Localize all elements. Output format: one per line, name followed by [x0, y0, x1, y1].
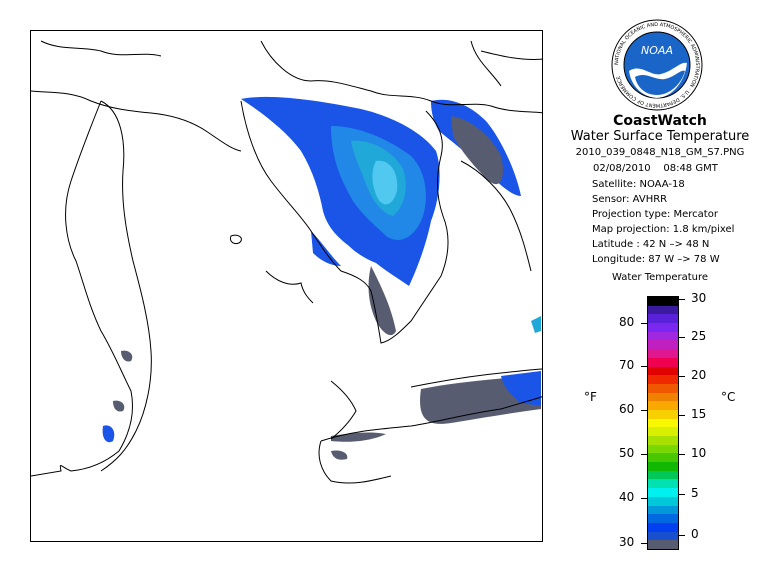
map-projection-label: Map projection: 1.8 km/pixel [592, 224, 735, 235]
satellite-label: Satellite: NOAA-18 [592, 179, 685, 190]
sst-map[interactable] [30, 30, 543, 542]
fahrenheit-tick-mark [641, 366, 647, 367]
celsius-tick-label: 15 [691, 407, 707, 421]
fahrenheit-tick-label: 60 [619, 402, 635, 416]
celsius-tick-label: 25 [691, 329, 707, 343]
color-swatch [648, 357, 678, 367]
color-swatch [648, 436, 678, 446]
sst-data-layer [102, 96, 541, 460]
fahrenheit-tick-label: 30 [619, 535, 635, 549]
color-swatch [648, 305, 678, 315]
fahrenheit-tick-label: 40 [619, 490, 635, 504]
color-swatch [648, 540, 678, 550]
fahrenheit-tick-mark [641, 410, 647, 411]
unit-fahrenheit: °F [584, 390, 597, 404]
celsius-tick-label: 0 [691, 527, 699, 541]
page-title: CoastWatch [613, 113, 707, 129]
sensor-label: Sensor: AVHRR [592, 194, 668, 205]
color-swatch [648, 505, 678, 515]
datetime-label: 02/08/2010 08:48 GMT [593, 163, 718, 174]
celsius-tick-mark [679, 494, 685, 495]
color-swatch [648, 409, 678, 420]
fahrenheit-tick-label: 70 [619, 358, 635, 372]
fahrenheit-tick-label: 50 [619, 446, 635, 460]
color-swatch [648, 522, 678, 533]
legend-title: Water Temperature [611, 272, 709, 283]
color-swatch [648, 496, 678, 507]
filename-label: 2010_039_0848_N18_GM_S7.PNG [575, 147, 745, 158]
color-swatch [648, 375, 678, 385]
celsius-tick-mark [679, 415, 685, 416]
color-swatch [648, 531, 678, 541]
color-swatch [648, 349, 678, 359]
color-swatch [648, 314, 678, 324]
color-swatch [648, 453, 678, 463]
celsius-tick-label: 10 [691, 446, 707, 460]
fahrenheit-tick-mark [641, 323, 647, 324]
longitude-label: Longitude: 87 W –> 78 W [592, 254, 720, 265]
celsius-tick-label: 5 [691, 486, 699, 500]
fahrenheit-tick-mark [641, 498, 647, 499]
fahrenheit-tick-mark [641, 454, 647, 455]
latitude-label: Latitude : 42 N –> 48 N [592, 239, 710, 250]
color-swatch [648, 383, 678, 394]
celsius-tick-label: 20 [691, 368, 707, 382]
color-swatch [648, 392, 678, 402]
map-canvas [31, 40, 542, 484]
color-swatch [648, 401, 678, 411]
projection-type-label: Projection type: Mercator [592, 209, 718, 220]
fahrenheit-tick-label: 80 [619, 315, 635, 329]
product-subtitle: Water Surface Temperature [570, 129, 750, 144]
color-swatch [648, 479, 678, 489]
color-scale-bar [647, 296, 679, 550]
color-swatch [648, 297, 678, 307]
color-swatch [648, 514, 678, 524]
celsius-tick-mark [679, 337, 685, 338]
celsius-tick-mark [679, 535, 685, 536]
color-swatch [648, 427, 678, 437]
noaa-logo: NOAA NATIONAL OCEANIC AND ATMOSPHERIC AD… [611, 19, 703, 111]
noaa-logo-text: NOAA [641, 44, 673, 57]
color-swatch [648, 462, 678, 472]
unit-celsius: °C [721, 390, 736, 404]
celsius-tick-mark [679, 454, 685, 455]
color-swatch [648, 323, 678, 333]
color-swatch [648, 418, 678, 428]
coastline-layer [31, 40, 542, 484]
color-swatch [648, 470, 678, 480]
color-swatch [648, 331, 678, 341]
color-swatch [648, 444, 678, 454]
color-swatch [648, 340, 678, 350]
celsius-tick-mark [679, 376, 685, 377]
fahrenheit-tick-mark [641, 543, 647, 544]
celsius-tick-mark [679, 299, 685, 300]
color-swatch [648, 488, 678, 498]
color-swatch [648, 366, 678, 376]
celsius-tick-label: 30 [691, 291, 707, 305]
